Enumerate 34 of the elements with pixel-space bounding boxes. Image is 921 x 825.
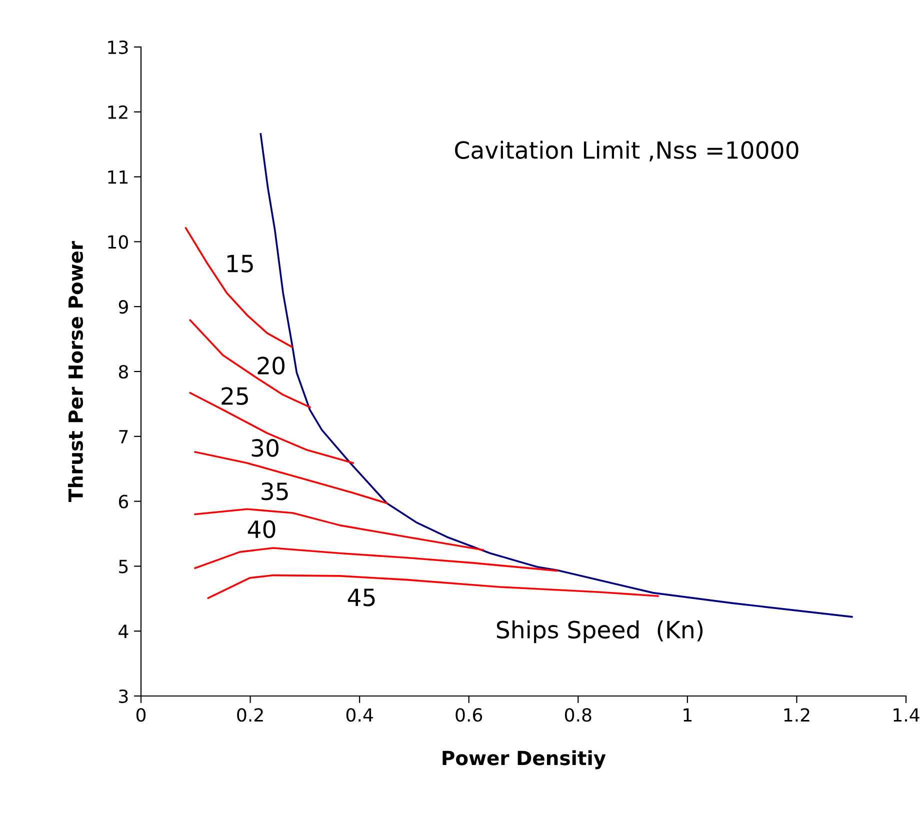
- x-tick-label: 1.2: [784, 708, 810, 722]
- x-tick-label: 0.8: [564, 708, 592, 722]
- y-tick-label: 6: [118, 494, 128, 508]
- annotation: Ships Speed (Kn): [496, 620, 703, 644]
- line-series: [189, 319, 311, 408]
- series-label: 35: [262, 482, 288, 500]
- series-label: 45: [348, 588, 375, 606]
- series-label: 40: [248, 520, 276, 538]
- y-axis-title: Thrust Per Horse Power: [68, 241, 84, 502]
- y-tick-label: 10: [108, 235, 128, 249]
- series-label: 30: [252, 439, 278, 457]
- x-tick-label: 0.4: [346, 708, 373, 722]
- series-label: 15: [227, 254, 253, 272]
- annotation: Cavitation Limit ,Nss =10000: [455, 140, 798, 162]
- x-tick-label: 0.2: [237, 708, 263, 722]
- x-axis-title: Power Densitiy: [442, 750, 606, 770]
- y-tick-label: 5: [119, 560, 128, 574]
- x-tick-label: 1.4: [894, 708, 920, 722]
- y-tick-label: 13: [108, 40, 128, 54]
- y-tick-label: 12: [108, 105, 128, 119]
- x-tick-label: 0: [136, 708, 146, 722]
- y-tick-label: 11: [108, 170, 128, 184]
- x-tick-label: 0.6: [456, 708, 482, 722]
- y-tick-label: 9: [118, 300, 128, 314]
- series-label: 20: [258, 356, 285, 375]
- y-tick-label: 3: [119, 689, 128, 704]
- series-label: 25: [222, 387, 248, 405]
- line-series: [184, 227, 293, 348]
- line-series: [194, 508, 484, 551]
- line-series: [194, 547, 558, 572]
- y-tick-label: 7: [119, 430, 128, 444]
- y-tick-label: 4: [118, 624, 128, 638]
- x-tick-label: 1: [684, 708, 692, 722]
- y-tick-label: 8: [118, 364, 128, 379]
